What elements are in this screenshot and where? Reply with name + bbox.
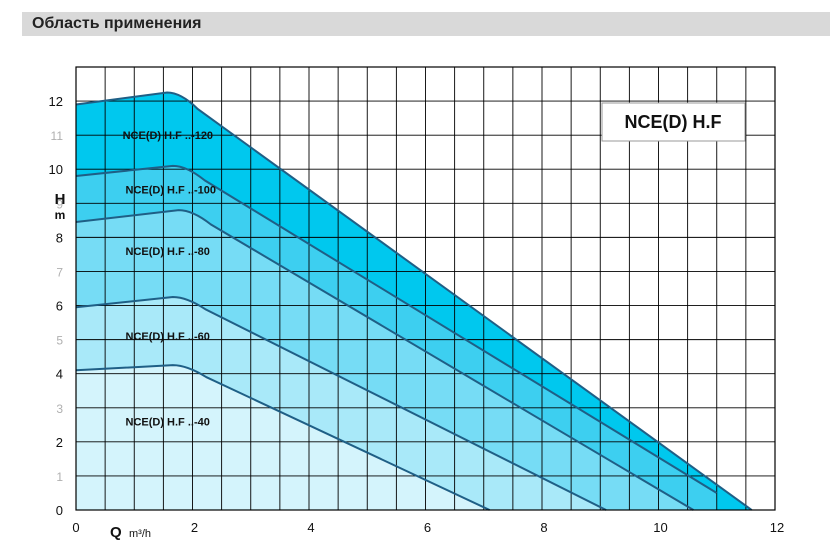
x-tick-label: 8 (540, 520, 547, 535)
x-tick-label: 10 (653, 520, 667, 535)
x-ticks: 0 2 4 6 8 10 12 (72, 520, 784, 535)
x-tick-label: 4 (307, 520, 314, 535)
y-tick-label: 0 (56, 503, 63, 518)
series-labels: NCE(D) H.F ..-120 NCE(D) H.F ..-100 NCE(D)… (123, 130, 216, 428)
y-tick-label-minor: 1 (56, 470, 63, 484)
series-fills (76, 92, 752, 511)
model-box (601, 102, 746, 142)
series-line-1 (75, 164, 718, 494)
series-area-4 (76, 365, 490, 510)
header-bar: Область применения (22, 12, 830, 36)
plot-frame (75, 66, 776, 511)
x-axis-label-unit: m³/h (129, 528, 151, 540)
y-tick-label-minor: 5 (56, 334, 63, 348)
y-tick-label-minor: 3 (56, 402, 63, 416)
y-ticks: 0 2 4 6 8 10 12 1 3 5 7 9 11 (49, 94, 64, 518)
grid (76, 67, 775, 510)
page-title: Область применения (32, 15, 202, 32)
x-tick-label: 0 (72, 520, 79, 535)
series-line-2 (75, 209, 694, 511)
y-tick-label-minor: 11 (51, 129, 64, 143)
series-line-4 (75, 364, 490, 511)
series-lines (75, 91, 753, 511)
x-tick-label: 12 (770, 520, 784, 535)
y-axis-label-unit: m (55, 208, 66, 222)
x-axis-label-main: Q (110, 524, 122, 541)
series-label-0: NCE(D) H.F ..-120 (123, 130, 213, 142)
y-axis-label-main: H (55, 191, 66, 208)
y-tick-label: 10 (49, 162, 63, 177)
series-label-1: NCE(D) H.F ..-100 (126, 185, 216, 197)
series-label-4: NCE(D) H.F ..-40 (126, 416, 210, 428)
y-tick-label-minor: 7 (56, 265, 63, 279)
series-line-3 (75, 296, 607, 511)
y-tick-label: 12 (49, 94, 63, 109)
x-tick-label: 2 (191, 520, 198, 535)
series-line-0 (75, 91, 753, 511)
series-label-3: NCE(D) H.F ..-60 (126, 331, 210, 343)
y-tick-label: 8 (56, 230, 63, 245)
y-tick-label: 2 (56, 435, 63, 450)
x-tick-label: 6 (424, 520, 431, 535)
y-tick-label: 6 (56, 299, 63, 314)
y-tick-label-minor: 9 (56, 197, 63, 211)
chart-title: NCE(D) H.F (625, 112, 722, 132)
series-label-2: NCE(D) H.F ..-80 (126, 246, 210, 258)
y-tick-label: 4 (56, 367, 63, 382)
